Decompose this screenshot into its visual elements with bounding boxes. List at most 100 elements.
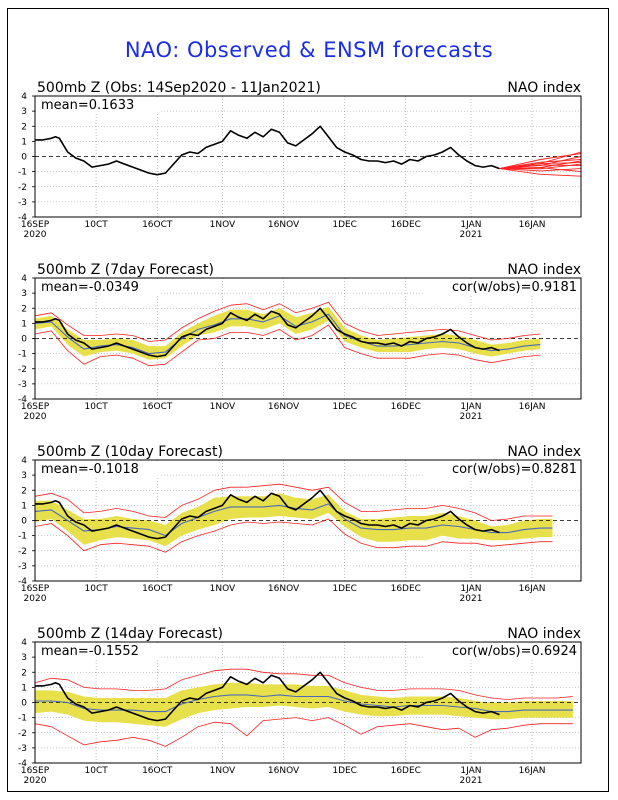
y-tick-label: 3 xyxy=(21,653,27,663)
series-envelope-lower xyxy=(34,324,541,367)
ensemble-member-line xyxy=(499,168,582,177)
y-tick-label: -3 xyxy=(18,198,27,208)
series-envelope-upper xyxy=(34,301,541,342)
x-tick-label: 1JAN xyxy=(460,220,481,230)
stat-box xyxy=(423,280,579,294)
x-tick-year: 2020 xyxy=(24,594,47,604)
y-tick-label: 1 xyxy=(21,319,27,329)
panel-1: 500mb Z (Obs: 14Sep2020 - 11Jan2021) NAO … xyxy=(18,80,582,240)
x-tick-label: 16DEC xyxy=(391,402,421,412)
y-tick-label: 2 xyxy=(21,486,27,496)
stat-box xyxy=(37,462,159,476)
x-tick-label: 16OCT xyxy=(142,402,173,412)
panel-index-label: NAO index xyxy=(507,444,581,460)
ensemble-spread-band xyxy=(35,682,573,727)
x-tick-label: 10CT xyxy=(85,584,109,594)
ensemble-member-line xyxy=(499,153,582,170)
x-tick-label: 16NOV xyxy=(268,220,300,230)
ensemble-member-line xyxy=(499,167,582,173)
ensemble-spread-band xyxy=(35,493,553,547)
x-tick-label: 1DEC xyxy=(332,220,357,230)
x-tick-year: 2020 xyxy=(24,776,47,786)
x-tick-label: 1DEC xyxy=(332,584,357,594)
x-tick-year: 2021 xyxy=(460,776,483,786)
panel-index-label: NAO index xyxy=(507,80,581,96)
x-tick-label: 16JAN xyxy=(519,220,546,230)
y-tick-label: 2 xyxy=(21,304,27,314)
y-tick-label: -1 xyxy=(18,168,27,178)
y-tick-label: -3 xyxy=(18,380,27,390)
y-tick-label: -4 xyxy=(18,213,27,223)
y-tick-label: 0 xyxy=(21,335,27,345)
y-tick-label: -1 xyxy=(18,350,27,360)
panel-4: 500mb Z (14day Forecast) NAO index 4 3 2 1 0 -1… xyxy=(18,626,582,786)
y-tick-label: -4 xyxy=(18,759,27,769)
x-tick-label: 1DEC xyxy=(332,766,357,776)
x-tick-label: 10CT xyxy=(85,766,109,776)
x-tick-label: 16SEP xyxy=(21,766,50,776)
series-envelope-lower xyxy=(34,518,553,553)
series-envelope-lower xyxy=(34,717,573,747)
stat-box xyxy=(37,644,159,658)
y-tick-label: 4 xyxy=(21,638,27,648)
x-tick-label: 1NOV xyxy=(210,766,236,776)
x-tick-label: 16DEC xyxy=(391,766,421,776)
y-tick-label: -3 xyxy=(18,562,27,572)
x-tick-label: 16NOV xyxy=(268,584,300,594)
x-tick-label: 16SEP xyxy=(21,220,50,230)
y-tick-label: 3 xyxy=(21,107,27,117)
ensemble-member-line xyxy=(499,168,582,172)
y-tick-label: -1 xyxy=(18,532,27,542)
x-tick-label: 16DEC xyxy=(391,584,421,594)
x-tick-year: 2020 xyxy=(24,412,47,422)
ensemble-member-line xyxy=(499,159,582,170)
y-tick-label: 2 xyxy=(21,668,27,678)
panel-index-label: NAO index xyxy=(507,262,581,278)
y-tick-label: -4 xyxy=(18,395,27,405)
y-tick-label: -3 xyxy=(18,744,27,754)
y-tick-label: 1 xyxy=(21,137,27,147)
figure-title: NAO: Observed & ENSM forecasts xyxy=(124,38,494,62)
x-tick-year: 2021 xyxy=(460,230,483,240)
y-tick-label: -1 xyxy=(18,714,27,724)
y-tick-label: 4 xyxy=(21,456,27,466)
x-tick-label: 16SEP xyxy=(21,584,50,594)
figure-frame xyxy=(7,8,609,792)
x-tick-label: 1NOV xyxy=(210,584,236,594)
x-tick-year: 2021 xyxy=(460,412,483,422)
stat-box xyxy=(423,644,579,658)
series-observed xyxy=(35,671,500,722)
x-tick-label: 16SEP xyxy=(21,402,50,412)
y-tick-label: 2 xyxy=(21,122,27,132)
x-tick-label: 1DEC xyxy=(332,402,357,412)
x-tick-label: 16JAN xyxy=(519,584,546,594)
series-observed xyxy=(35,489,500,540)
panel-2: 500mb Z (7day Forecast) NAO index 4 3 2 1 0 -1 -… xyxy=(18,262,582,422)
y-tick-label: -4 xyxy=(18,577,27,587)
panel-title: 500mb Z (10day Forecast) xyxy=(37,444,223,460)
x-tick-label: 1JAN xyxy=(460,766,481,776)
panel-index-label: NAO index xyxy=(507,626,581,642)
y-tick-label: 4 xyxy=(21,92,27,102)
series-ensemble-mean xyxy=(34,313,541,355)
ensemble-member-line xyxy=(499,164,582,170)
x-tick-label: 1JAN xyxy=(460,584,481,594)
x-tick-year: 2020 xyxy=(24,230,47,240)
y-tick-label: 0 xyxy=(21,517,27,527)
y-tick-label: 1 xyxy=(21,501,27,511)
y-tick-label: -2 xyxy=(18,365,27,375)
y-tick-label: 1 xyxy=(21,683,27,693)
x-tick-label: 16OCT xyxy=(142,584,173,594)
series-envelope-upper xyxy=(34,483,553,521)
x-tick-label: 1NOV xyxy=(210,402,236,412)
x-tick-year: 2021 xyxy=(460,594,483,604)
series-observed xyxy=(35,307,500,358)
y-tick-label: 3 xyxy=(21,289,27,299)
y-tick-label: 4 xyxy=(21,274,27,284)
y-tick-label: -2 xyxy=(18,183,27,193)
mean-label: mean=-0.0349 xyxy=(41,280,139,295)
stat-box xyxy=(37,98,159,112)
stat-box xyxy=(423,462,579,476)
x-tick-label: 16OCT xyxy=(142,766,173,776)
